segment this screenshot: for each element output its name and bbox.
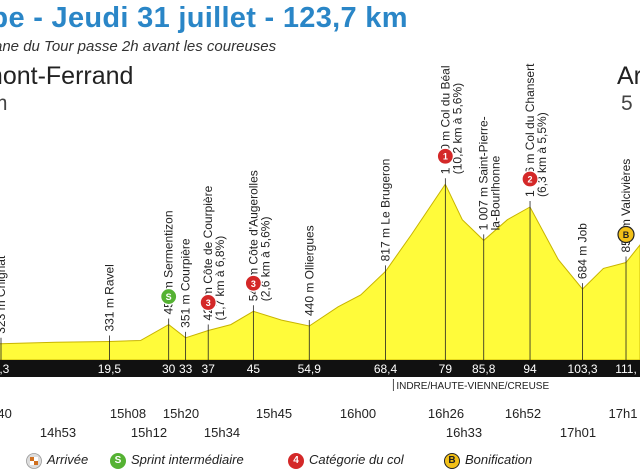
km-marker: 85,8 <box>472 362 496 376</box>
climb-label: 426 m Côte de Courpière <box>201 185 215 320</box>
km-marker: 0,3 <box>0 362 10 376</box>
climb-label: 323 m Chignat <box>0 255 8 334</box>
km-marker: 33 <box>179 362 193 376</box>
time-lower: 15h34 <box>204 425 240 440</box>
col-category-icon <box>521 170 539 188</box>
time-upper: 17h1 <box>609 406 638 421</box>
km-marker: 79 <box>439 362 453 376</box>
start-city: mont-Ferrand <box>0 62 134 90</box>
col-category-icon-label: 3 <box>251 279 256 289</box>
bonification-icon-label: B <box>623 230 630 240</box>
climb-sublabel: (10,2 km à 5,6%) <box>450 83 464 174</box>
time-lower: 16h33 <box>446 425 482 440</box>
km-marker: 111, <box>615 362 637 376</box>
legend-sprint-label: Sprint intermédiaire <box>131 452 244 467</box>
km-marker: 37 <box>202 362 216 376</box>
start-altitude: m <box>0 92 8 116</box>
col-category-icon <box>244 274 262 292</box>
km-marker: 54,9 <box>298 362 322 376</box>
legend-col-label: Catégorie du col <box>309 452 404 467</box>
time-upper: h40 <box>0 406 12 421</box>
legend-sprint: S Sprint intermédiaire <box>110 451 244 469</box>
col-category-icon <box>436 147 454 165</box>
legend-col: 4 Catégorie du col <box>288 451 404 469</box>
climb-label: 440 m Olliergues <box>302 225 316 316</box>
time-upper: 15h08 <box>110 406 146 421</box>
km-marker: 94 <box>523 362 537 376</box>
time-upper: 15h20 <box>163 406 199 421</box>
bonification-icon <box>617 225 635 244</box>
time-upper: 16h00 <box>340 406 376 421</box>
climb-label: 331 m Ravel <box>102 264 116 331</box>
subtitle: ane du Tour passe 2h avant les coureuses <box>0 38 277 55</box>
km-marker: 103,3 <box>568 362 598 376</box>
km-marker: 68,4 <box>374 362 398 376</box>
checkered-flag-icon <box>26 452 42 469</box>
climb-label: 817 m Le Brugeron <box>378 159 392 262</box>
km-marker: 19,5 <box>98 362 122 376</box>
sprint-icon: S <box>110 452 126 469</box>
col-category-icon-label: 2 <box>528 174 533 184</box>
end-city: Ar <box>617 62 640 90</box>
climb-label: 1 236 m Col du Chansert <box>523 63 537 197</box>
climb-sublabel: (2,6 km à 5,6%) <box>258 217 272 302</box>
legend-arrivee: Arrivée <box>26 451 88 469</box>
profile-area <box>0 183 640 361</box>
col-category-icon-label: 3 <box>206 298 211 308</box>
climb-label: 457 m Sermentizon <box>162 210 176 314</box>
legend-bonification-label: Bonification <box>465 452 533 467</box>
time-upper: 16h26 <box>428 406 464 421</box>
end-altitude: 5 <box>621 92 633 115</box>
sprint-icon <box>160 287 178 306</box>
time-lower: 15h12 <box>131 425 167 440</box>
climb-label: 1 007 m Saint-Pierre- <box>477 116 491 230</box>
page-title: ape - Jeudi 31 juillet - 123,7 km <box>0 2 408 34</box>
col-category-icon: 4 <box>288 452 304 469</box>
time-upper: 16h52 <box>505 406 541 421</box>
km-marker: 30 <box>162 362 176 376</box>
col-category-icon <box>199 293 217 312</box>
climb-sublabel: la-Bourlhonne <box>489 155 503 230</box>
climb-label: 1 390 m Col du Béal <box>438 66 452 175</box>
climb-label: 684 m Job <box>576 223 590 279</box>
time-lower: 14h53 <box>40 425 76 440</box>
time-lower: 17h01 <box>560 425 596 440</box>
climb-sublabel: (6,3 km à 5,5%) <box>535 112 549 197</box>
climb-label: 543 m Côte d'Augerolles <box>246 170 260 301</box>
col-category-icon-label: 1 <box>443 152 448 162</box>
climb-sublabel: (1,7 km à 6,8%) <box>213 236 227 321</box>
km-axis-band <box>0 360 640 377</box>
bonification-icon: B <box>444 452 460 469</box>
time-upper: 15h45 <box>256 406 292 421</box>
legend-arrivee-label: Arrivée <box>47 452 89 467</box>
sprint-icon-label: S <box>166 292 172 302</box>
region-label: INDRE/HAUTE-VIENNE/CREUSE <box>396 381 549 392</box>
legend-bonification: B Bonification <box>444 451 532 469</box>
km-marker: 45 <box>247 362 261 376</box>
climb-label: 351 m Courpière <box>179 238 193 328</box>
